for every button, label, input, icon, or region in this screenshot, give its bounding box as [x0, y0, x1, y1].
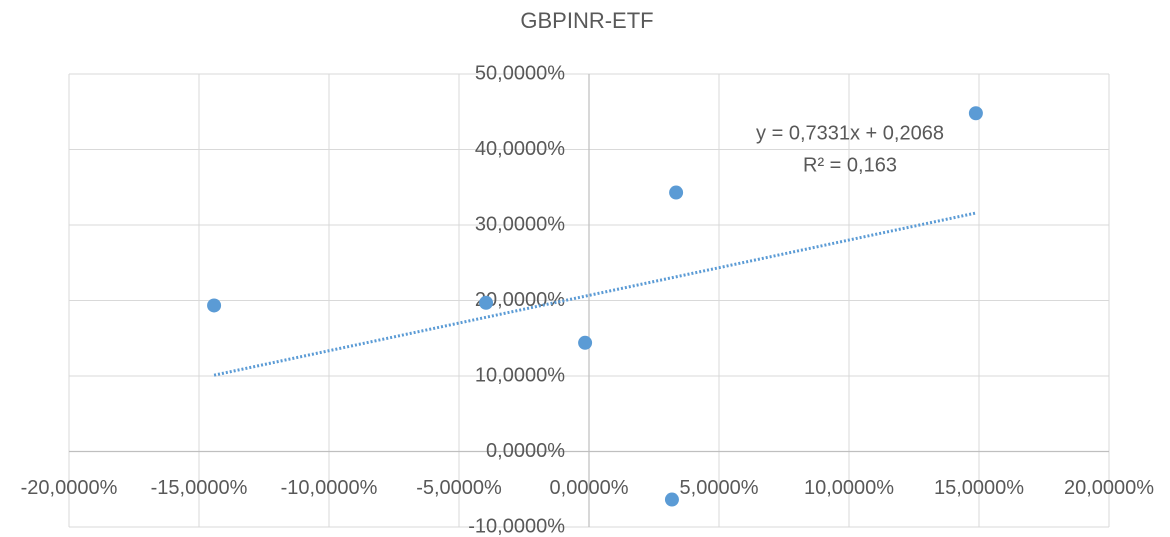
y-tick-label: 20,0000% — [475, 289, 565, 311]
x-tick-label: -20,0000% — [21, 477, 118, 499]
y-tick-label: 10,0000% — [475, 364, 565, 386]
point — [479, 295, 494, 310]
y-tick-label: -10,0000% — [468, 515, 565, 537]
point — [968, 106, 983, 121]
x-tick-label: -15,0000% — [151, 477, 248, 499]
y-tick-label: 30,0000% — [475, 213, 565, 235]
point — [578, 335, 593, 350]
y-tick-label: 40,0000% — [475, 138, 565, 160]
trendline-r2: R² = 0,163 — [803, 154, 897, 176]
y-tick-label: 0,0000% — [486, 440, 565, 462]
point — [669, 185, 684, 200]
chart-title: GBPINR-ETF — [520, 8, 653, 33]
point — [207, 298, 222, 313]
point — [664, 492, 679, 507]
trendline-equation: y = 0,7331x + 0,2068 — [756, 122, 944, 144]
x-tick-label: 20,0000% — [1064, 477, 1154, 499]
x-tick-label: 0,0000% — [550, 477, 629, 499]
x-tick-label: 5,0000% — [680, 477, 759, 499]
y-tick-label: 50,0000% — [475, 62, 565, 84]
trendline — [213, 211, 977, 377]
x-tick-label: 10,0000% — [804, 477, 894, 499]
x-tick-label: -5,0000% — [416, 477, 502, 499]
x-tick-label: -10,0000% — [281, 477, 378, 499]
x-tick-label: 15,0000% — [934, 477, 1024, 499]
